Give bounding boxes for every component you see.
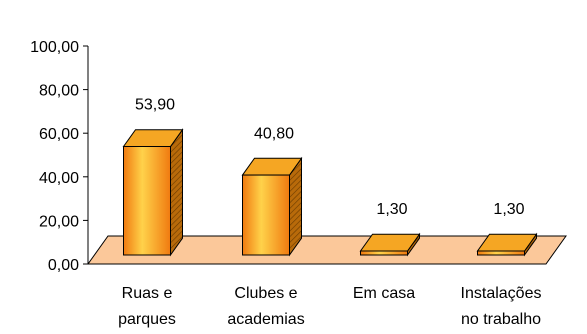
- x-tick-label: Instalações: [461, 285, 542, 302]
- x-tick-label: Ruas e: [122, 285, 173, 302]
- y-tick-label: 40,00: [39, 170, 79, 187]
- bar-top: [476, 233, 538, 252]
- y-tick-label: 60,00: [39, 126, 79, 143]
- bar-top: [122, 129, 184, 147]
- chart-floor: [87, 235, 567, 265]
- y-tick-label: 100,00: [30, 39, 79, 56]
- bar-top: [241, 157, 303, 176]
- data-label: 1,30: [493, 201, 524, 218]
- bar-group: [476, 232, 538, 257]
- bar-group: [359, 232, 421, 257]
- x-tick-label: parques: [118, 311, 176, 328]
- bar: [360, 250, 408, 256]
- bar-side: [170, 128, 183, 257]
- x-tick-label: Em casa: [353, 285, 415, 302]
- bar-group: [122, 128, 184, 257]
- bar-top: [359, 233, 421, 252]
- y-tick-label: 80,00: [39, 83, 79, 100]
- data-label: 53,90: [135, 97, 175, 114]
- x-tick-label: Clubes e: [234, 285, 297, 302]
- data-label: 1,30: [376, 201, 407, 218]
- x-tick-label: academias: [227, 311, 304, 328]
- bar-group: [241, 156, 303, 257]
- y-tick-label: 20,00: [39, 213, 79, 230]
- y-tick-label: 0,00: [48, 257, 79, 274]
- bar: [242, 174, 290, 256]
- bar: [477, 250, 525, 256]
- bar: [123, 145, 171, 256]
- data-label: 40,80: [254, 125, 294, 142]
- x-tick-label: no trabalho: [461, 311, 541, 328]
